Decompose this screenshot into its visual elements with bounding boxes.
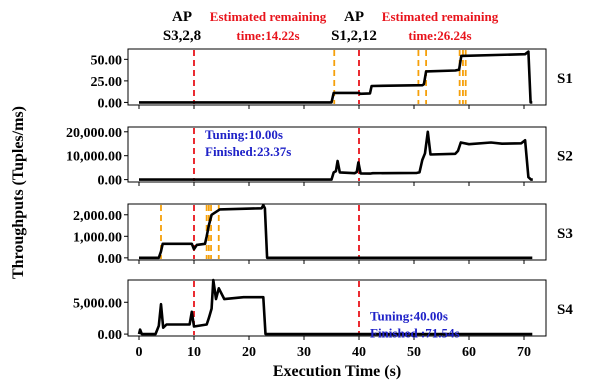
y-tick-label: 50.00 (91, 53, 123, 68)
y-tick-label: 10,000.00 (66, 150, 122, 165)
throughput-line-s1 (139, 50, 533, 104)
y-tick-label: 2,000.00 (73, 209, 122, 224)
y-tick-label: 1,000.00 (73, 230, 122, 245)
estimated-remaining-label: Estimated remaining (210, 9, 327, 24)
x-tick-label: 40 (352, 345, 366, 360)
x-tick-label: 10 (187, 345, 201, 360)
throughput-line-s3 (139, 203, 533, 260)
x-tick-label: 70 (517, 345, 531, 360)
x-axis: 0 10 20 30 40 50 60 70 (136, 345, 532, 360)
throughput-line-s4 (137, 278, 533, 336)
y-tick-label: 0.00 (98, 174, 123, 189)
panel-annotation-text: Tuning:40.00s (370, 309, 448, 324)
panel-frame (127, 126, 547, 183)
y-tick-label: 0.00 (98, 328, 123, 343)
panel-s3: 0.00 1,000.00 2,000.00 S3 (73, 203, 573, 267)
y-tick-label: 25.00 (91, 75, 123, 90)
ap-label: AP (172, 9, 192, 25)
panel-frame (127, 203, 547, 261)
x-tick-label: 50 (407, 345, 421, 360)
x-axis-label: Execution Time (s) (273, 363, 401, 380)
x-tick-label: 30 (297, 345, 311, 360)
estimated-remaining-time: time:26.24s (408, 28, 471, 43)
chart-panels: 0.00 25.00 50.00 S1 0.00 10,000.00 20,000.00 S2… (66, 48, 573, 343)
ap-label: AP (344, 9, 364, 25)
y-axis-label: Throughputs (Tuples/ms) (10, 106, 27, 279)
ap-value: S1,2,12 (331, 28, 377, 44)
panel-s2: 0.00 10,000.00 20,000.00 S2 Tuning:10.00s Fin… (66, 126, 573, 189)
panel-label: S3 (557, 226, 573, 242)
panel-frame (127, 48, 547, 106)
panel-frame (127, 279, 547, 337)
estimated-remaining-time: time:14.22s (236, 28, 299, 43)
y-tick-label: 20,000.00 (66, 126, 122, 141)
panel-label: S2 (557, 149, 573, 165)
x-tick-label: 20 (242, 345, 256, 360)
y-tick-label: 0.00 (98, 96, 123, 111)
panel-s4: 0.00 5,000.00 S4 Tuning:40.00s Finished :71.… (73, 278, 573, 343)
x-tick-label: 0 (136, 345, 143, 360)
x-tick-label: 60 (462, 345, 476, 360)
panel-annotation-text: Tuning:10.00s (205, 127, 283, 142)
panel-label: S4 (557, 302, 573, 318)
panel-annotation-text: Finished:23.37s (205, 144, 291, 159)
throughput-line-s2 (139, 130, 533, 181)
panel-s1: 0.00 25.00 50.00 S1 (91, 48, 573, 111)
ap-value: S3,2,8 (163, 28, 201, 44)
top-annotations: AP S3,2,8 Estimated remaining time:14.22s AP… (163, 9, 499, 44)
y-tick-label: 0.00 (98, 252, 123, 267)
estimated-remaining-label: Estimated remaining (382, 9, 499, 24)
panel-annotation-text: Finished :71.54s (370, 326, 460, 341)
y-tick-label: 5,000.00 (73, 296, 122, 311)
panel-label: S1 (557, 71, 573, 87)
